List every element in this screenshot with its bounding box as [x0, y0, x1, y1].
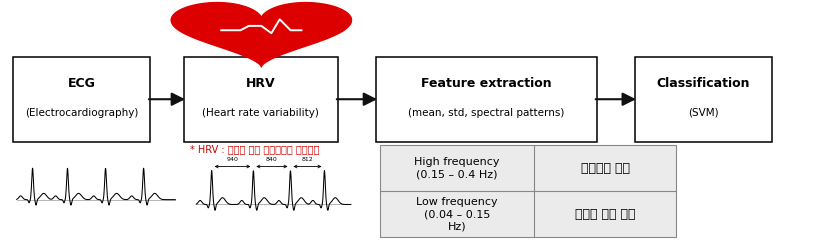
Text: (mean, std, spectral patterns): (mean, std, spectral patterns): [408, 107, 564, 118]
Text: 교감신경 항진: 교감신경 항진: [580, 162, 630, 175]
Text: Low frequency
(0.04 – 0.15
Hz): Low frequency (0.04 – 0.15 Hz): [416, 197, 498, 232]
Text: (Electrocardiography): (Electrocardiography): [25, 107, 138, 118]
Text: (SVM): (SVM): [688, 107, 719, 118]
Text: * HRV : 인접한 피크 인터벌간의 시간차이: * HRV : 인접한 피크 인터벌간의 시간차이: [190, 144, 320, 154]
Text: 840: 840: [266, 157, 278, 162]
Text: 940: 940: [226, 157, 239, 162]
FancyBboxPatch shape: [184, 57, 338, 142]
Text: 부교감 신경 항진: 부교감 신경 항진: [575, 208, 635, 221]
Text: Feature extraction: Feature extraction: [421, 77, 552, 90]
FancyBboxPatch shape: [635, 57, 772, 142]
Polygon shape: [171, 3, 352, 67]
Text: ECG: ECG: [68, 77, 95, 90]
Text: High frequency
(0.15 – 0.4 Hz): High frequency (0.15 – 0.4 Hz): [414, 157, 499, 179]
FancyBboxPatch shape: [13, 57, 150, 142]
FancyBboxPatch shape: [380, 145, 676, 237]
Text: HRV: HRV: [246, 77, 276, 90]
FancyBboxPatch shape: [376, 57, 597, 142]
Text: Classification: Classification: [657, 77, 750, 90]
Text: 812: 812: [301, 157, 313, 162]
Text: (Heart rate variability): (Heart rate variability): [203, 107, 319, 118]
